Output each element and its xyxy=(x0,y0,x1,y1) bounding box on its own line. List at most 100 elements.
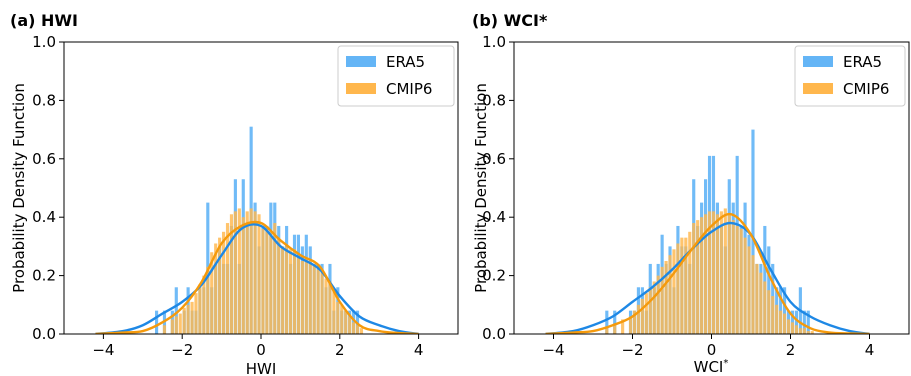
cmip6-bar xyxy=(304,258,308,334)
panel-wci: (b) WCI* −4 −2 0 2 4 0.0 0.2 0.4 0.6 0.8 1.0 WCI*… xyxy=(472,11,910,376)
cmip6-bar xyxy=(352,322,356,334)
x-tick-label: −2 xyxy=(621,341,643,359)
cmip6-bar xyxy=(715,214,719,334)
cmip6-bar xyxy=(779,310,783,334)
cmip6-bar xyxy=(763,281,767,334)
legend-swatch-cmip6 xyxy=(346,83,376,94)
y-tick-label: 0.4 xyxy=(482,208,506,226)
legend-label-era5: ERA5 xyxy=(843,53,882,71)
cmip6-bar xyxy=(783,313,787,334)
panel-title: (a) HWI xyxy=(10,11,78,30)
cmip6-bar xyxy=(178,313,182,334)
cmip6-bar xyxy=(672,249,676,334)
cmip6-bar xyxy=(233,211,237,334)
cmip6-bar xyxy=(739,228,743,334)
cmip6-bar xyxy=(320,269,324,334)
cmip6-bar xyxy=(680,237,684,334)
cmip6-bar xyxy=(273,223,277,334)
cmip6-bar xyxy=(344,310,348,334)
cmip6-bar xyxy=(292,249,297,334)
cmip6-bar xyxy=(711,211,716,334)
cmip6-bar xyxy=(755,263,759,334)
cmip6-bar xyxy=(719,211,723,334)
era5-bar xyxy=(806,310,810,334)
x-ticks: −4 −2 0 2 4 xyxy=(92,334,423,359)
era5-bar xyxy=(605,310,609,334)
legend-label-cmip6: CMIP6 xyxy=(843,80,889,98)
cmip6-bar xyxy=(241,217,245,334)
x-axis-label: HWI xyxy=(246,360,277,376)
cmip6-bar xyxy=(775,304,779,334)
panel-hwi: (a) HWI −4 −2 0 2 4 0.0 0.2 0.4 0.6 0.8 1.0 HWI P… xyxy=(10,11,459,376)
cmip6-bar xyxy=(277,237,281,334)
y-tick-label: 0.0 xyxy=(32,325,56,343)
legend-swatch-era5 xyxy=(346,56,376,67)
y-axis-label: Probability Density Function xyxy=(10,83,28,293)
panel-title: (b) WCI* xyxy=(472,11,548,30)
cmip6-bar xyxy=(727,214,731,334)
y-tick-label: 0.6 xyxy=(32,150,56,168)
y-tick-label: 1.0 xyxy=(482,33,506,51)
cmip6-bar xyxy=(355,325,360,334)
x-tick-label: −2 xyxy=(171,341,193,359)
cmip6-bar xyxy=(359,328,364,334)
cmip6-bar xyxy=(340,304,344,334)
cmip6-bar xyxy=(190,301,194,334)
era5-bar xyxy=(763,225,767,334)
x-tick-label: 0 xyxy=(256,341,266,359)
cmip6-bar xyxy=(182,307,186,334)
era5-bar xyxy=(174,287,178,334)
cmip6-bar xyxy=(174,316,178,334)
cmip6-bar xyxy=(296,258,300,334)
cmip6-bar xyxy=(707,211,712,334)
cmip6-bar xyxy=(170,319,174,334)
y-tick-label: 0.0 xyxy=(482,325,506,343)
y-tick-label: 0.8 xyxy=(482,91,506,109)
era5-bar xyxy=(751,129,755,334)
cmip6-bar xyxy=(751,255,755,334)
cmip6-bar xyxy=(328,281,332,334)
era5-kde-line xyxy=(545,221,870,334)
y-tick-label: 0.2 xyxy=(32,267,56,285)
kde-curves xyxy=(95,220,419,334)
cmip6-bar xyxy=(308,261,312,334)
cmip6-bar xyxy=(656,275,660,334)
cmip6-kde-line xyxy=(95,220,419,334)
cmip6-bar xyxy=(735,225,739,334)
cmip6-bar xyxy=(688,231,692,334)
x-tick-label: −4 xyxy=(92,341,114,359)
cmip6-bar xyxy=(794,325,798,334)
y-tick-label: 0.6 xyxy=(482,150,506,168)
cmip6-bar xyxy=(257,214,261,334)
histogram-bars xyxy=(605,129,814,334)
legend-swatch-era5 xyxy=(803,56,833,67)
x-tick-label: 2 xyxy=(786,341,796,359)
cmip6-bar xyxy=(621,319,625,334)
cmip6-bar xyxy=(186,304,190,334)
x-axis-label: WCI* xyxy=(694,358,729,376)
era5-bar xyxy=(613,310,617,334)
x-tick-label: −4 xyxy=(542,341,564,359)
x-ticks: −4 −2 0 2 4 xyxy=(542,334,874,359)
cmip6-bar xyxy=(245,211,249,334)
x-tick-label: 4 xyxy=(414,341,424,359)
cmip6-bar xyxy=(628,316,633,334)
y-tick-label: 0.2 xyxy=(482,267,506,285)
y-ticks: 0.0 0.2 0.4 0.6 0.8 1.0 xyxy=(482,33,514,343)
cmip6-bar xyxy=(613,325,617,334)
y-tick-label: 1.0 xyxy=(32,33,56,51)
cmip6-bar xyxy=(162,325,167,334)
cmip6-bar xyxy=(771,296,775,334)
cmip6-kde-line xyxy=(545,212,870,334)
cmip6-bar xyxy=(261,228,265,334)
cmip6-bar xyxy=(210,252,214,334)
legend-label-era5: ERA5 xyxy=(386,53,425,71)
era5-kde-line xyxy=(95,223,419,334)
cmip6-bar xyxy=(316,269,320,334)
cmip6-bar xyxy=(684,237,688,334)
cmip6-bar xyxy=(664,261,668,334)
x-tick-label: 4 xyxy=(865,341,875,359)
cmip6-bar xyxy=(644,293,648,334)
era5-bar xyxy=(155,310,159,334)
